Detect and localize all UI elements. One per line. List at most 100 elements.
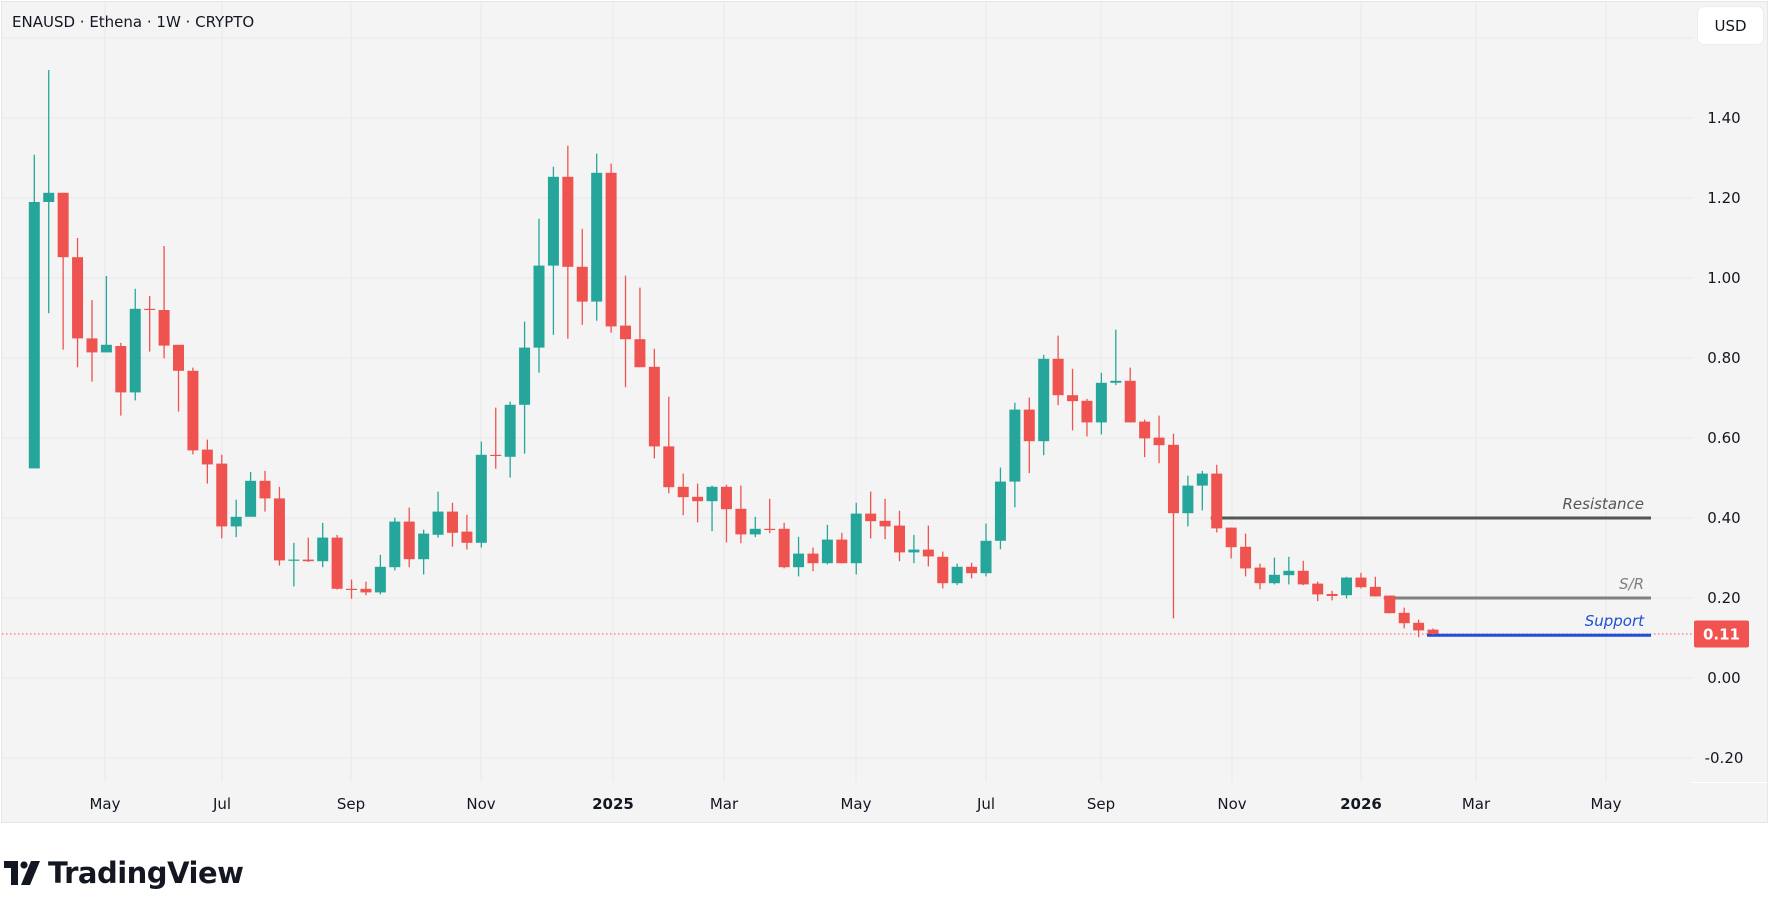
candle[interactable]	[663, 396, 675, 494]
candle[interactable]	[418, 529, 430, 575]
candle[interactable]	[677, 473, 689, 516]
candle[interactable]	[230, 499, 242, 538]
candle[interactable]	[504, 401, 516, 478]
candle[interactable]	[86, 300, 98, 382]
candle[interactable]	[1167, 433, 1179, 619]
candle[interactable]	[1225, 527, 1237, 559]
candle[interactable]	[922, 525, 934, 567]
candle[interactable]	[1427, 628, 1439, 635]
candle[interactable]	[1384, 595, 1396, 614]
candle[interactable]	[461, 514, 473, 550]
candle[interactable]	[288, 542, 300, 587]
candle[interactable]	[1153, 415, 1165, 464]
candle[interactable]	[1268, 557, 1280, 585]
candle[interactable]	[245, 472, 257, 517]
candle[interactable]	[28, 154, 40, 469]
candle[interactable]	[317, 522, 329, 568]
candle[interactable]	[173, 344, 184, 412]
candle[interactable]	[1110, 329, 1122, 386]
candle[interactable]	[879, 498, 891, 540]
candle[interactable]	[966, 562, 978, 579]
candle[interactable]	[1023, 397, 1035, 474]
candle[interactable]	[1067, 368, 1079, 431]
candle[interactable]	[764, 498, 776, 534]
candle[interactable]	[1326, 590, 1338, 601]
candle[interactable]	[894, 510, 905, 562]
candle[interactable]	[720, 484, 732, 543]
candle[interactable]	[158, 246, 170, 359]
candle[interactable]	[562, 145, 574, 339]
candle[interactable]	[475, 441, 487, 548]
candle[interactable]	[951, 563, 963, 586]
candle[interactable]	[1052, 335, 1064, 406]
candle[interactable]	[144, 296, 156, 352]
candle[interactable]	[1398, 607, 1410, 629]
candle[interactable]	[994, 467, 1006, 550]
candle[interactable]	[576, 228, 588, 325]
candle[interactable]	[634, 287, 646, 368]
tradingview-logo[interactable]: TradingView	[4, 856, 244, 890]
candle[interactable]	[692, 483, 704, 523]
candle[interactable]	[1297, 560, 1309, 586]
candle[interactable]	[908, 534, 920, 564]
candle[interactable]	[273, 486, 285, 566]
candle[interactable]	[216, 454, 228, 539]
candle[interactable]	[389, 517, 401, 571]
candle[interactable]	[778, 522, 790, 569]
candle[interactable]	[1283, 556, 1295, 585]
currency-button[interactable]: USD	[1698, 7, 1763, 44]
candle[interactable]	[1240, 533, 1252, 577]
candle[interactable]	[1355, 572, 1367, 589]
candle[interactable]	[374, 554, 386, 595]
candle[interactable]	[129, 288, 141, 401]
candle[interactable]	[1211, 464, 1223, 533]
candle[interactable]	[937, 551, 949, 589]
candle[interactable]	[187, 367, 199, 455]
candle[interactable]	[1095, 372, 1107, 435]
candle[interactable]	[865, 491, 877, 539]
candle[interactable]	[735, 485, 747, 544]
candle[interactable]	[1182, 475, 1194, 527]
candle[interactable]	[706, 485, 718, 532]
candle[interactable]	[57, 192, 69, 350]
candle[interactable]	[201, 439, 213, 484]
candle[interactable]	[432, 491, 444, 538]
candle[interactable]	[547, 166, 559, 335]
candle[interactable]	[533, 218, 545, 373]
candle[interactable]	[72, 238, 84, 368]
candle[interactable]	[1124, 367, 1136, 423]
candle[interactable]	[100, 276, 112, 353]
candle[interactable]	[850, 502, 862, 575]
candlestick-chart[interactable]	[0, 0, 1771, 825]
candle[interactable]	[1009, 402, 1021, 508]
candle[interactable]	[1254, 563, 1266, 590]
candle[interactable]	[1139, 419, 1151, 458]
candle[interactable]	[605, 163, 617, 333]
candle[interactable]	[346, 579, 358, 599]
candle[interactable]	[821, 524, 833, 565]
candle[interactable]	[360, 581, 372, 596]
candle[interactable]	[403, 507, 415, 568]
candle[interactable]	[259, 470, 271, 512]
candle[interactable]	[1413, 619, 1425, 638]
candle[interactable]	[591, 153, 603, 321]
candle[interactable]	[446, 502, 458, 547]
candle[interactable]	[980, 523, 992, 577]
candle[interactable]	[302, 537, 314, 562]
candle[interactable]	[1369, 576, 1381, 597]
candle[interactable]	[1196, 470, 1208, 511]
candle[interactable]	[749, 516, 761, 538]
candle[interactable]	[648, 348, 660, 459]
candle[interactable]	[1038, 354, 1050, 456]
candle[interactable]	[331, 534, 343, 590]
candle[interactable]	[1312, 581, 1324, 602]
candle[interactable]	[519, 321, 531, 454]
candle[interactable]	[836, 532, 848, 564]
candle[interactable]	[1341, 576, 1353, 599]
candle[interactable]	[807, 547, 819, 572]
candle[interactable]	[115, 342, 127, 416]
candle[interactable]	[793, 536, 805, 577]
candle[interactable]	[490, 407, 502, 469]
candle[interactable]	[1081, 398, 1093, 437]
candle[interactable]	[43, 70, 55, 314]
